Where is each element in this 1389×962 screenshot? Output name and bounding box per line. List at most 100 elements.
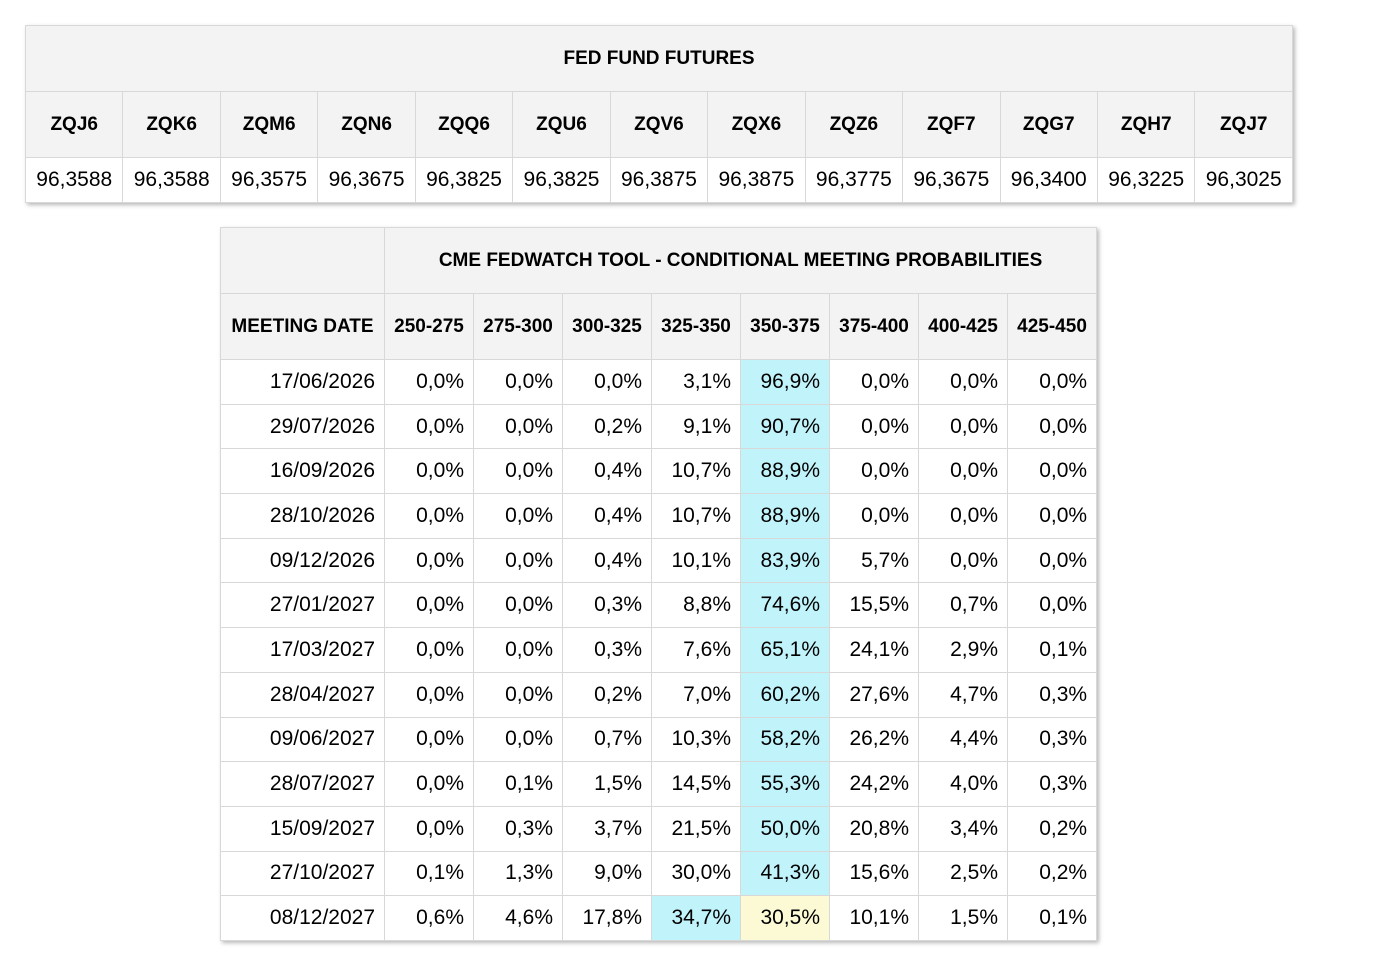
probability-cell: 0,1% bbox=[384, 850, 474, 897]
rate-range-header: 300-325 bbox=[562, 293, 652, 360]
probability-cell: 0,0% bbox=[384, 805, 474, 852]
meeting-date: 17/06/2026 bbox=[220, 359, 385, 405]
fedwatch-probabilities-table: CME FEDWATCH TOOL - CONDITIONAL MEETING … bbox=[220, 227, 1098, 941]
contract-header: ZQQ6 bbox=[414, 91, 514, 158]
probability-cell: 0,0% bbox=[384, 671, 474, 718]
contract-header: ZQF7 bbox=[902, 91, 1001, 158]
probability-cell: 0,0% bbox=[829, 403, 919, 450]
rate-range-header: 275-300 bbox=[473, 293, 563, 360]
probability-cell: 0,0% bbox=[1006, 582, 1098, 629]
table-row: 16/09/2026 0,0% 0,0% 0,4% 10,7% 88,9% 0,0% 0,0%… bbox=[220, 448, 1098, 495]
contract-price: 96,3675 bbox=[317, 157, 416, 203]
probability-cell: 0,0% bbox=[384, 716, 474, 763]
probability-cell: 0,0% bbox=[1006, 359, 1098, 405]
probability-cell: 60,2% bbox=[740, 671, 830, 718]
meeting-date: 29/07/2026 bbox=[220, 403, 385, 450]
probability-cell: 9,1% bbox=[651, 403, 741, 450]
probability-cell: 15,5% bbox=[829, 582, 919, 629]
probability-cell: 0,3% bbox=[1006, 671, 1098, 718]
probability-cell: 14,5% bbox=[651, 761, 741, 807]
probability-cell: 2,9% bbox=[918, 627, 1008, 673]
probability-cell: 0,4% bbox=[562, 537, 652, 584]
probability-cell: 55,3% bbox=[740, 761, 830, 807]
contract-header: ZQU6 bbox=[512, 91, 611, 158]
probability-cell: 20,8% bbox=[829, 805, 919, 852]
probability-cell: 0,7% bbox=[562, 716, 652, 763]
contract-header: ZQH7 bbox=[1096, 91, 1196, 158]
table-row: 28/04/2027 0,0% 0,0% 0,2% 7,0% 60,2% 27,6% 4,7%… bbox=[220, 671, 1098, 718]
probability-cell: 0,0% bbox=[829, 493, 919, 539]
contract-header: ZQJ7 bbox=[1194, 91, 1293, 158]
probability-cell: 0,0% bbox=[473, 627, 563, 673]
probability-cell: 0,0% bbox=[384, 627, 474, 673]
contract-price: 96,3825 bbox=[414, 157, 514, 203]
contract-header: ZQM6 bbox=[219, 91, 319, 158]
table-row: 28/07/2027 0,0% 0,1% 1,5% 14,5% 55,3% 24,2% 4,0… bbox=[220, 761, 1098, 807]
probability-cell: 0,0% bbox=[384, 537, 474, 584]
probabilities-header-row: MEETING DATE 250-275 275-300 300-325 325-35… bbox=[220, 293, 1098, 360]
rate-range-header: 350-375 bbox=[740, 293, 830, 360]
probability-cell: 10,3% bbox=[651, 716, 741, 763]
probability-cell: 0,0% bbox=[473, 403, 563, 450]
probability-cell: 7,6% bbox=[651, 627, 741, 673]
probability-cell: 0,2% bbox=[1006, 850, 1098, 897]
contract-price: 96,3675 bbox=[902, 157, 1001, 203]
probability-cell: 34,7% bbox=[651, 895, 741, 941]
probability-cell: 0,3% bbox=[1006, 716, 1098, 763]
meeting-date: 16/09/2026 bbox=[220, 448, 385, 495]
meeting-date: 28/07/2027 bbox=[220, 761, 385, 807]
table-row: 27/10/2027 0,1% 1,3% 9,0% 30,0% 41,3% 15,6% 2,5… bbox=[220, 850, 1098, 897]
probability-cell: 0,0% bbox=[829, 448, 919, 495]
probability-cell: 0,0% bbox=[1006, 403, 1098, 450]
probability-cell: 15,6% bbox=[829, 850, 919, 897]
probability-cell: 88,9% bbox=[740, 448, 830, 495]
contract-header: ZQX6 bbox=[707, 91, 806, 158]
table-row: 09/06/2027 0,0% 0,0% 0,7% 10,3% 58,2% 26,2% 4,4… bbox=[220, 716, 1098, 763]
probability-cell: 0,3% bbox=[1006, 761, 1098, 807]
contract-header: ZQG7 bbox=[999, 91, 1098, 158]
probability-cell: 0,0% bbox=[1006, 493, 1098, 539]
contract-header: ZQJ6 bbox=[24, 91, 124, 158]
contract-price: 96,3400 bbox=[999, 157, 1098, 203]
meeting-date: 08/12/2027 bbox=[220, 895, 385, 941]
probability-cell: 0,3% bbox=[473, 805, 563, 852]
rate-range-header: 375-400 bbox=[829, 293, 919, 360]
probability-cell: 50,0% bbox=[740, 805, 830, 852]
probability-cell: 1,5% bbox=[562, 761, 652, 807]
table-row: 27/01/2027 0,0% 0,0% 0,3% 8,8% 74,6% 15,5% 0,7%… bbox=[220, 582, 1098, 629]
probability-cell: 0,3% bbox=[562, 627, 652, 673]
probability-cell: 0,2% bbox=[1006, 805, 1098, 852]
probability-cell: 3,4% bbox=[918, 805, 1008, 852]
probability-cell: 10,7% bbox=[651, 448, 741, 495]
meeting-date: 09/12/2026 bbox=[220, 537, 385, 584]
probability-cell: 0,0% bbox=[384, 448, 474, 495]
probability-cell: 88,9% bbox=[740, 493, 830, 539]
probability-cell: 3,7% bbox=[562, 805, 652, 852]
contract-price: 96,3225 bbox=[1096, 157, 1196, 203]
probability-cell: 8,8% bbox=[651, 582, 741, 629]
futures-table-title: FED FUND FUTURES bbox=[25, 25, 1293, 92]
rate-range-header: 325-350 bbox=[651, 293, 741, 360]
contract-header: ZQK6 bbox=[122, 91, 221, 158]
futures-price-row: 96,3588 96,3588 96,3575 96,3675 96,3825 96,38… bbox=[24, 157, 1293, 203]
table-row: 28/10/2026 0,0% 0,0% 0,4% 10,7% 88,9% 0,0% 0,0%… bbox=[220, 493, 1098, 539]
probability-cell: 0,0% bbox=[918, 448, 1008, 495]
rate-range-header: 425-450 bbox=[1006, 293, 1098, 360]
probability-cell: 10,1% bbox=[651, 537, 741, 584]
probability-cell: 0,2% bbox=[562, 403, 652, 450]
contract-price: 96,3875 bbox=[707, 157, 806, 203]
probability-cell: 1,5% bbox=[918, 895, 1008, 941]
probability-cell: 0,0% bbox=[473, 671, 563, 718]
probability-cell: 1,3% bbox=[473, 850, 563, 897]
probability-cell: 10,1% bbox=[829, 895, 919, 941]
probability-cell: 4,4% bbox=[918, 716, 1008, 763]
probability-cell: 0,0% bbox=[384, 493, 474, 539]
table-corner bbox=[220, 227, 385, 294]
probability-cell: 74,6% bbox=[740, 582, 830, 629]
probability-cell: 0,0% bbox=[829, 359, 919, 405]
probability-cell: 0,2% bbox=[562, 671, 652, 718]
probability-cell: 96,9% bbox=[740, 359, 830, 405]
probability-cell: 0,3% bbox=[562, 582, 652, 629]
meeting-date: 15/09/2027 bbox=[220, 805, 385, 852]
probability-cell: 7,0% bbox=[651, 671, 741, 718]
